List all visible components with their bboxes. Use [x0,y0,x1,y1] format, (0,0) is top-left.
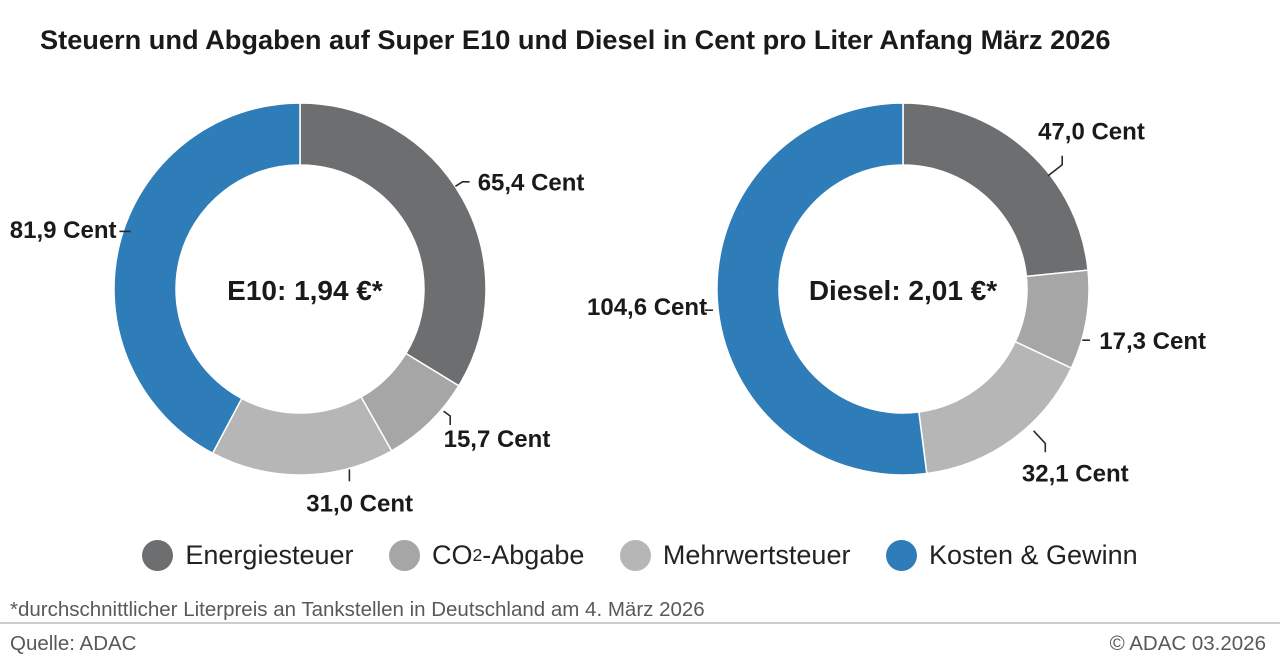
svg-text:15,7 Cent: 15,7 Cent [444,426,551,453]
svg-text:31,0 Cent: 31,0 Cent [306,490,413,517]
svg-text:17,3 Cent: 17,3 Cent [1099,328,1206,355]
svg-text:Diesel: 2,01 €*: Diesel: 2,01 €* [809,275,997,306]
svg-text:E10: 1,94 €*: E10: 1,94 €* [227,275,383,306]
svg-text:104,6 Cent: 104,6 Cent [587,294,707,321]
svg-text:65,4 Cent: 65,4 Cent [478,169,585,196]
svg-text:81,9 Cent: 81,9 Cent [10,217,117,244]
svg-text:32,1 Cent: 32,1 Cent [1022,460,1129,487]
svg-text:47,0 Cent: 47,0 Cent [1038,119,1145,146]
